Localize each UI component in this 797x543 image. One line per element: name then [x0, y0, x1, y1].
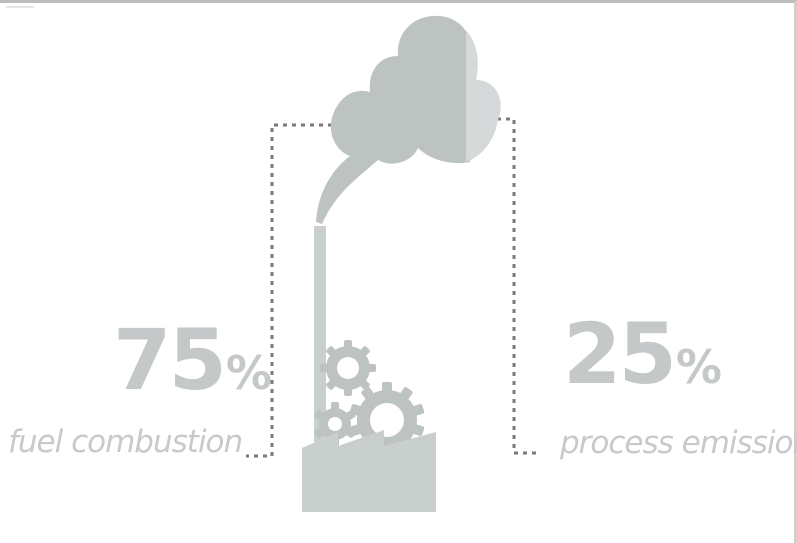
- process-emissions-label: process emissions: [560, 425, 797, 461]
- process-emissions-unit: %: [675, 340, 722, 394]
- fuel-combustion-percentage: 75%: [113, 318, 272, 402]
- smoke-plume: [316, 15, 471, 224]
- factory-icon: [302, 430, 436, 512]
- smoke-light-part: [466, 30, 501, 162]
- gear-top: [320, 340, 376, 396]
- process-emissions-percentage: 25%: [563, 312, 722, 396]
- fuel-combustion-value: 75: [113, 311, 227, 409]
- fuel-combustion-label: fuel combustion: [8, 424, 243, 460]
- gear-small: [314, 402, 356, 446]
- smoke-cloud-icon: [316, 15, 501, 224]
- fuel-combustion-unit: %: [225, 346, 272, 400]
- chimney: [314, 226, 326, 450]
- gear-icon: [314, 340, 425, 458]
- process-emissions-value: 25: [563, 305, 677, 403]
- corner-mark: [6, 6, 34, 18]
- factory-building: [302, 430, 436, 512]
- left-connector: [246, 123, 368, 458]
- right-connector: [470, 117, 540, 455]
